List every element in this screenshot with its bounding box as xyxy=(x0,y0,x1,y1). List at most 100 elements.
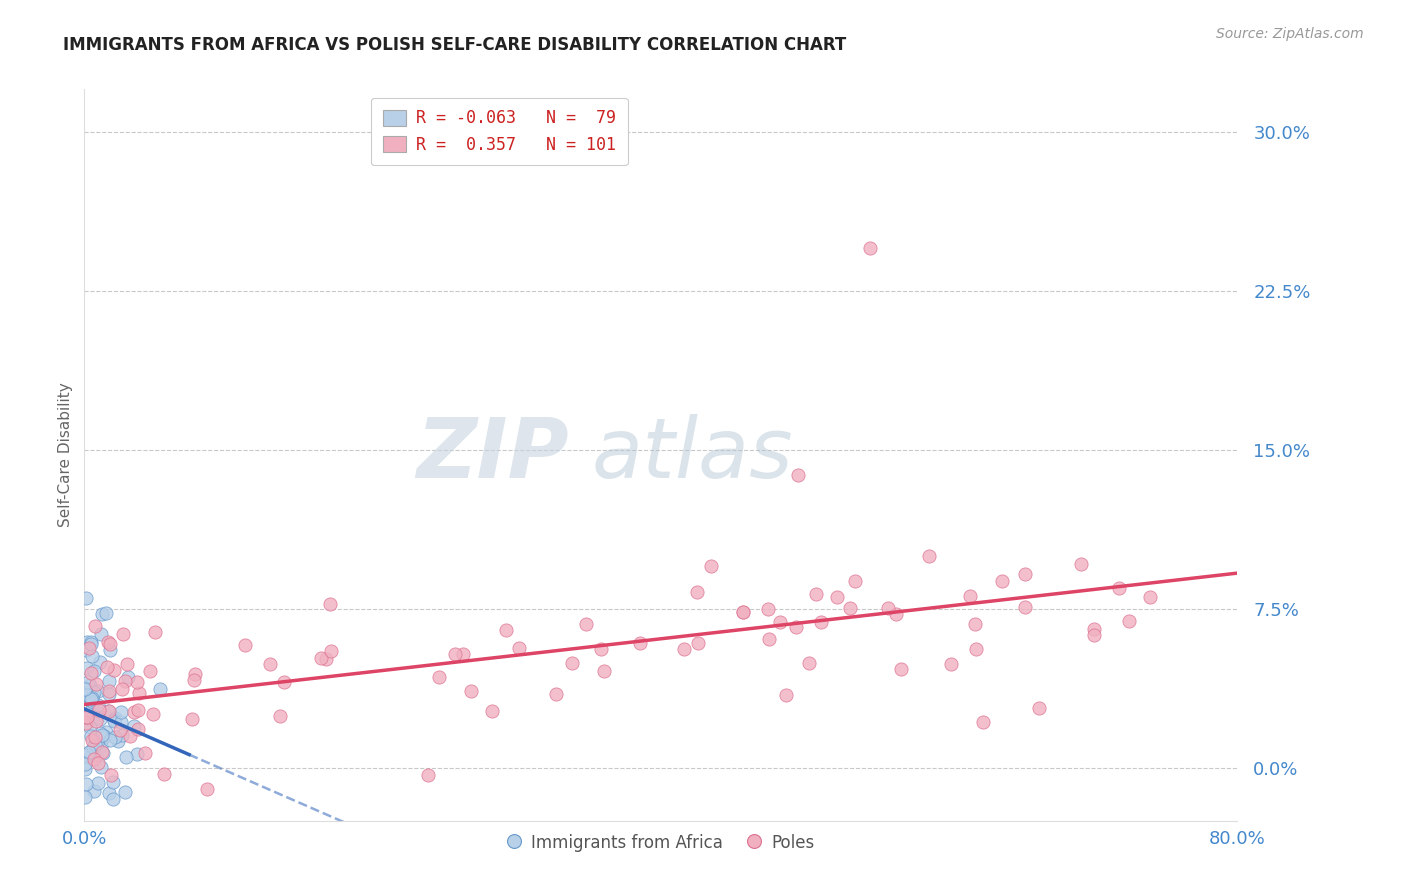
Point xyxy=(83,665,105,679)
Point xyxy=(77,690,100,704)
Point xyxy=(90,728,112,742)
Point xyxy=(75,711,97,725)
Point xyxy=(825,590,848,604)
Point xyxy=(80,702,103,716)
Point xyxy=(134,746,156,760)
Point xyxy=(82,712,104,726)
Point xyxy=(94,725,117,739)
Point xyxy=(139,664,162,678)
Point xyxy=(80,649,103,664)
Point xyxy=(859,241,882,255)
Point xyxy=(76,634,98,648)
Point xyxy=(103,714,125,728)
Point xyxy=(80,637,103,651)
Point xyxy=(628,635,651,649)
Point xyxy=(80,692,103,706)
Point xyxy=(90,626,112,640)
Point xyxy=(181,712,204,726)
Point xyxy=(98,683,121,698)
Point xyxy=(86,698,108,713)
Point xyxy=(884,607,907,621)
Point xyxy=(731,605,754,619)
Point xyxy=(103,713,125,727)
Point xyxy=(1083,623,1105,637)
Point xyxy=(591,642,613,657)
Point xyxy=(80,690,103,705)
Point xyxy=(127,747,149,761)
Point xyxy=(686,585,709,599)
Point xyxy=(103,663,125,677)
Point xyxy=(76,688,98,702)
Point xyxy=(153,767,176,781)
Point xyxy=(79,677,101,691)
Point xyxy=(84,677,107,691)
Point xyxy=(89,726,111,740)
Point xyxy=(98,673,121,688)
Point xyxy=(890,662,912,676)
Point xyxy=(77,674,100,689)
Point xyxy=(756,601,779,615)
Point xyxy=(233,639,256,653)
Point xyxy=(96,607,118,621)
Point xyxy=(273,674,295,689)
Point xyxy=(877,600,900,615)
Point xyxy=(90,739,112,753)
Point xyxy=(184,666,207,681)
Point xyxy=(75,681,97,696)
Point xyxy=(688,635,710,649)
Point xyxy=(114,750,136,764)
Point xyxy=(103,792,125,806)
Point xyxy=(142,706,165,721)
Point xyxy=(544,687,567,701)
Point xyxy=(124,705,146,719)
Point xyxy=(90,760,112,774)
Point xyxy=(1028,701,1050,715)
Point xyxy=(991,574,1014,588)
Point xyxy=(75,643,97,657)
Point xyxy=(918,549,941,564)
Point xyxy=(1118,614,1140,628)
Point xyxy=(75,748,97,763)
Point xyxy=(115,657,138,672)
Point xyxy=(79,745,101,759)
Point xyxy=(107,734,129,748)
Point xyxy=(79,720,101,734)
Point xyxy=(195,781,218,796)
Point xyxy=(111,627,134,641)
Point xyxy=(427,670,450,684)
Point xyxy=(508,640,530,655)
Point xyxy=(77,641,100,656)
Point xyxy=(110,714,132,729)
Point xyxy=(128,686,150,700)
Point xyxy=(97,705,120,719)
Point xyxy=(86,704,108,718)
Point xyxy=(98,643,121,657)
Point xyxy=(100,768,122,782)
Point xyxy=(117,670,139,684)
Point xyxy=(90,607,112,621)
Point xyxy=(561,656,583,670)
Point xyxy=(84,619,107,633)
Point xyxy=(460,684,482,698)
Point xyxy=(965,642,987,657)
Point xyxy=(79,635,101,649)
Point xyxy=(444,647,467,661)
Point xyxy=(101,774,124,789)
Point xyxy=(110,723,132,738)
Point xyxy=(804,587,827,601)
Point xyxy=(82,695,104,709)
Point xyxy=(672,642,695,657)
Y-axis label: Self-Care Disability: Self-Care Disability xyxy=(58,383,73,527)
Point xyxy=(80,665,103,680)
Point xyxy=(87,703,110,717)
Point xyxy=(93,729,115,743)
Point xyxy=(127,722,149,736)
Point xyxy=(758,632,780,646)
Point xyxy=(110,728,132,742)
Point xyxy=(76,661,98,675)
Point xyxy=(481,704,503,718)
Point xyxy=(84,714,107,728)
Point xyxy=(183,673,205,687)
Point xyxy=(76,710,98,724)
Point xyxy=(810,615,832,629)
